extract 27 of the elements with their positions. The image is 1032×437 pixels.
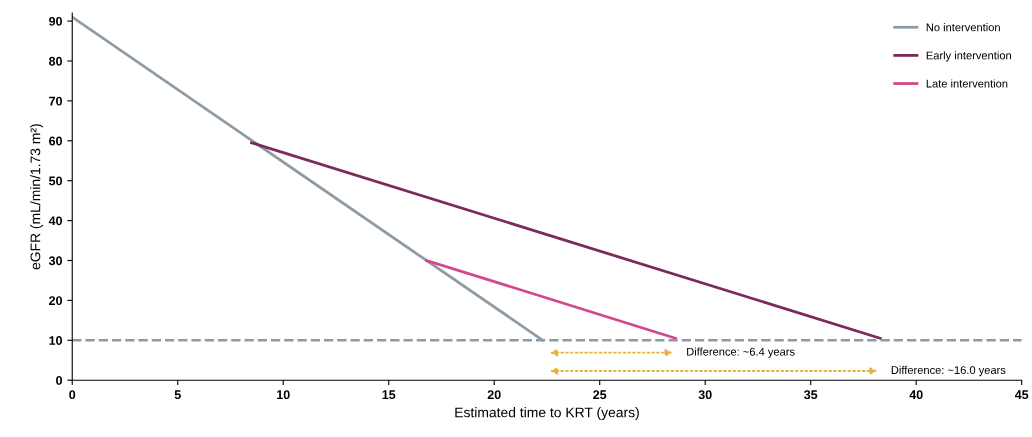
legend-label: No intervention (926, 23, 1000, 32)
y-tick-label: 50 (49, 176, 63, 186)
x-tick-label: 45 (1014, 390, 1029, 400)
y-tick-label: 0 (56, 375, 63, 385)
legend-label: Late intervention (926, 79, 1008, 88)
x-tick-label: 5 (174, 390, 181, 400)
y-tick-label: 90 (49, 16, 63, 26)
x-axis-title: Estimated time to KRT (years) (455, 407, 639, 421)
x-tick-label: 10 (277, 390, 290, 400)
y-tick-label: 40 (48, 216, 63, 226)
x-tick-label: 35 (804, 390, 818, 400)
x-tick-label: 20 (487, 390, 501, 400)
x-tick-label: 30 (698, 390, 712, 400)
x-tick-label: 40 (909, 390, 923, 400)
legend-label: Early intervention (926, 51, 1011, 62)
annotation: Difference: ~6.4 years (687, 347, 795, 358)
y-tick-label: 70 (49, 96, 63, 106)
annotation: Difference: ~16.0 years (891, 365, 1006, 377)
x-tick-label: 25 (593, 390, 607, 400)
y-tick-label: 10 (49, 336, 63, 345)
x-tick-label: 0 (69, 390, 76, 400)
y-axis-title: eGFR (mL/min/1.73 m²) (30, 124, 44, 270)
y-tick-label: 60 (49, 136, 63, 146)
y-tick-label: 20 (49, 296, 63, 306)
y-tick-label: 30 (48, 256, 63, 266)
x-tick-label: 15 (382, 390, 396, 400)
y-tick-label: 80 (49, 56, 63, 66)
